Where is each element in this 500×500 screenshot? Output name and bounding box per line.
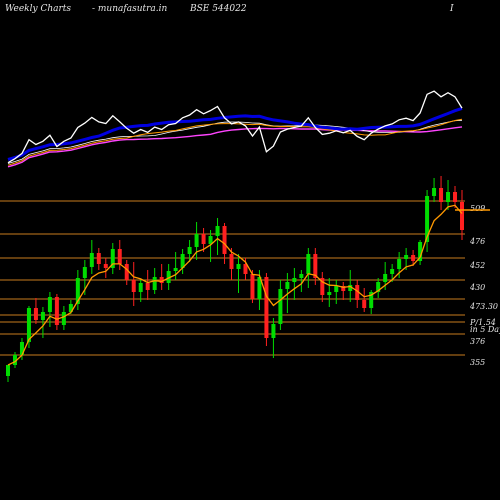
level-label: 476	[469, 237, 485, 246]
candle-body	[418, 242, 423, 261]
candle-body	[271, 324, 276, 338]
candle-body	[285, 282, 290, 289]
candle-body	[131, 280, 136, 292]
candle-body	[173, 268, 178, 271]
candle-body	[229, 254, 234, 269]
level-label: in 5 Days	[470, 325, 500, 334]
candle-body	[222, 226, 227, 254]
indicator-price-line	[7, 90, 463, 164]
candle-body	[61, 312, 66, 325]
candle-body	[376, 282, 381, 292]
candle-body	[264, 277, 269, 338]
candle-body	[12, 355, 17, 365]
header-center: - munafasutra.in	[92, 4, 168, 14]
candle-body	[369, 292, 374, 308]
candle-body	[390, 269, 395, 274]
level-label: 509	[470, 204, 485, 213]
candle-body	[460, 202, 464, 230]
candle-body	[6, 365, 10, 376]
candle-body	[453, 192, 458, 202]
candle-body	[397, 259, 402, 269]
candle-body	[355, 285, 360, 300]
candle-body	[54, 297, 59, 325]
candle-body	[236, 264, 241, 269]
candle-body	[201, 234, 206, 244]
candle-body	[425, 196, 430, 242]
candle-body	[334, 286, 339, 292]
candle-body	[145, 283, 150, 290]
candle-body	[103, 264, 108, 268]
candle-body	[33, 308, 38, 320]
candle-body	[439, 188, 444, 202]
candle-body	[341, 286, 346, 291]
candle-body	[292, 278, 297, 282]
candles	[6, 176, 464, 382]
candle-body	[68, 304, 73, 312]
candle-body	[187, 247, 192, 254]
candle-body	[89, 253, 94, 267]
candle-body	[362, 300, 367, 308]
candle-body	[124, 264, 129, 280]
indicator-white-ma-line	[7, 119, 463, 164]
candle-body	[110, 249, 115, 268]
candle-body	[40, 312, 45, 320]
indicator-orange-line	[7, 118, 463, 166]
candle-body	[383, 274, 388, 282]
header-left: Weekly Charts	[5, 4, 71, 14]
candle-body	[306, 254, 311, 274]
candle-body	[327, 292, 332, 295]
candle-body	[138, 283, 143, 292]
ema-line	[7, 204, 463, 366]
candle-body	[243, 264, 248, 274]
candle-body	[166, 271, 171, 283]
candle-body	[320, 278, 325, 295]
level-label: 430	[469, 283, 485, 292]
candle-body	[432, 188, 437, 196]
candle-body	[159, 277, 164, 283]
header-right: BSE 544022	[189, 4, 247, 14]
price-overlays	[7, 204, 490, 366]
indicator-blue-ma-line	[7, 106, 463, 161]
candle-body	[75, 278, 80, 304]
candle-body	[26, 308, 31, 342]
candle-body	[152, 277, 157, 290]
candle-body	[96, 253, 101, 264]
indicator-panel	[7, 90, 463, 168]
level-label: 355	[470, 358, 485, 367]
candle-body	[299, 274, 304, 278]
candle-body	[404, 255, 409, 259]
indicator-pink-line	[7, 126, 463, 168]
candle-body	[411, 255, 416, 261]
candle-body	[47, 297, 52, 312]
level-label: 376	[470, 337, 485, 346]
candle-body	[348, 285, 353, 291]
candle-body	[215, 226, 220, 236]
candle-body	[278, 289, 283, 324]
candle-body	[82, 267, 87, 278]
candle-body	[313, 254, 318, 278]
candle-body	[180, 254, 185, 268]
level-label: 452	[469, 261, 485, 270]
candle-body	[208, 236, 213, 244]
header-far-right: I	[449, 4, 454, 14]
level-label: 473.30	[469, 302, 498, 311]
candle-body	[446, 192, 451, 202]
level-label: P/1.54	[469, 318, 496, 327]
candle-body	[257, 277, 262, 299]
candle-body	[19, 342, 24, 355]
candle-body	[194, 234, 199, 247]
candle-body	[117, 249, 122, 264]
candle-body	[250, 274, 255, 299]
